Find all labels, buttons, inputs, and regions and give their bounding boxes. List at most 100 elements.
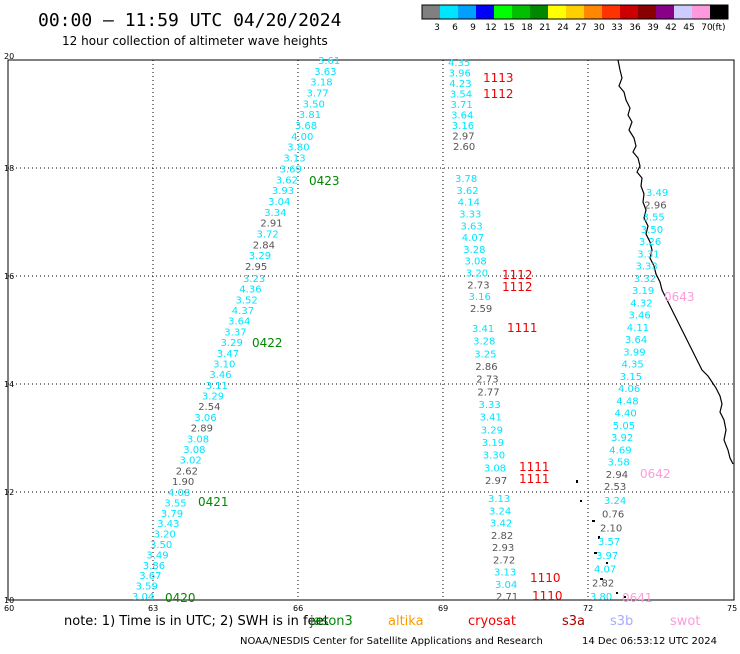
wave-height-value: 3.63 (461, 221, 483, 232)
wave-height-value: 4.69 (609, 445, 631, 456)
wave-height-value: 3.96 (449, 69, 471, 80)
legend-swatch (620, 5, 638, 19)
wave-height-value: 3.30 (483, 451, 505, 462)
wave-height-value: 2.91 (260, 219, 282, 230)
sat-altika: altika (388, 614, 424, 629)
track-label-0422: 0422 (252, 336, 283, 350)
wave-height-value: 2.96 (644, 200, 666, 211)
wave-height-value: 3.25 (474, 349, 496, 360)
track-0423-values: 3.613.633.183.773.503.813.684.003.803.13… (245, 56, 340, 273)
legend-label: 21 (539, 23, 550, 33)
wave-height-value: 3.19 (482, 438, 504, 449)
y-tick-18: 18 (4, 164, 14, 173)
wave-height-value: 3.23 (243, 274, 265, 285)
wave-height-value: 2.86 (475, 362, 497, 373)
wave-height-value: 2.82 (491, 531, 513, 542)
wave-height-value: 2.95 (245, 262, 267, 273)
wave-height-value: 3.86 (143, 561, 165, 572)
wave-height-value: 2.60 (453, 142, 475, 153)
wave-height-value: 4.48 (616, 396, 638, 407)
x-tick-63: 63 (148, 604, 158, 613)
wave-height-value: 3.24 (489, 506, 511, 517)
wave-height-value: 3.08 (465, 257, 487, 268)
legend-swatch (530, 5, 548, 19)
wave-height-value: 3.47 (217, 349, 239, 360)
wave-height-value: 3.15 (620, 372, 642, 383)
track-label-1111: 1111 (507, 321, 538, 335)
track-label-0643: 0643 (664, 290, 695, 304)
sat-jason3: jason3 (309, 614, 353, 629)
track-label-1112-top: 1112 (483, 87, 514, 101)
wave-height-value: 0.76 (602, 510, 624, 521)
wave-height-value: 3.08 (484, 463, 506, 474)
wave-height-value: 3.41 (472, 324, 494, 335)
wave-height-value: 3.69 (280, 164, 302, 175)
islands (576, 480, 626, 598)
legend-label: 42 (665, 23, 676, 33)
wave-height-value: 3.34 (264, 208, 286, 219)
wave-height-value: 2.97 (452, 132, 474, 143)
wave-height-value: 3.64 (228, 317, 250, 328)
track-0421-values: 4.083.553.793.433.203.503.493.863.673.59… (132, 488, 190, 603)
wave-height-value: 4.36 (239, 285, 261, 296)
wave-height-value: 3.62 (276, 175, 298, 186)
wave-height-value: 3.49 (146, 550, 168, 561)
legend-unit: (ft) (712, 23, 726, 33)
track-1111-values: 3.413.283.252.862.732.773.333.413.293.19… (472, 324, 507, 487)
legend-label: 33 (611, 23, 622, 33)
wave-height-value: 4.14 (458, 198, 480, 209)
y-tick-10: 10 (4, 596, 14, 605)
wave-height-value: 3.61 (318, 56, 340, 67)
x-tick-75: 75 (727, 604, 737, 613)
wave-height-value: 3.68 (295, 121, 317, 132)
wave-height-value: 2.59 (470, 304, 492, 315)
wave-height-value: 3.52 (236, 295, 258, 306)
track-label-1110: 1110 (530, 571, 561, 585)
wave-height-value: 3.33 (636, 262, 658, 273)
wave-height-value: 3.04 (132, 592, 154, 603)
wave-height-value: 2.10 (600, 523, 622, 534)
wave-height-value: 3.28 (473, 337, 495, 348)
sat-s3b: s3b (610, 614, 633, 629)
wave-height-value: 4.35 (448, 58, 470, 69)
wave-height-value: 3.19 (632, 286, 654, 297)
y-tick-20: 20 (4, 52, 14, 61)
wave-height-value: 3.02 (180, 456, 202, 467)
y-tick-14: 14 (4, 380, 14, 389)
legend-swatch (566, 5, 584, 19)
wave-height-value: 3.99 (623, 347, 645, 358)
legend-label: 45 (683, 23, 694, 33)
legend-swatch (494, 5, 512, 19)
legend-swatch (638, 5, 656, 19)
track-1113-values: 4.353.964.233.543.713.643.162.972.60 (448, 58, 475, 153)
track-label-1111-c: 1111 (519, 472, 550, 486)
wave-height-value: 3.20 (466, 269, 488, 280)
legend-label: 15 (503, 23, 514, 33)
legend-swatch (476, 5, 494, 19)
footer-timestamp: 14 Dec 06:53:12 UTC 2024 (582, 636, 717, 647)
wave-height-value: 4.11 (627, 323, 649, 334)
wave-height-value: 3.50 (641, 225, 663, 236)
legend-swatch (422, 5, 440, 19)
legend-swatch (710, 5, 728, 19)
plot-frame (7, 59, 735, 601)
wave-height-value: 3.64 (451, 111, 473, 122)
track-label-1112-low: 1112 (502, 280, 533, 294)
wave-height-value: 3.29 (249, 251, 271, 262)
wave-height-value: 3.04 (495, 580, 517, 591)
wave-height-value: 4.00 (291, 132, 313, 143)
wave-height-value: 3.72 (257, 230, 279, 241)
wave-height-value: 3.29 (202, 392, 224, 403)
wave-height-value: 3.04 (268, 197, 290, 208)
track-0642-values: 3.24 0.76 2.10 3.57 3.97 4.07 2.82 3.80 (590, 496, 626, 603)
legend-label: 6 (452, 23, 458, 33)
legend-swatch (512, 5, 530, 19)
wave-height-value: 4.07 (594, 565, 616, 576)
color-legend: 3 6 9 12 15 18 21 24 27 30 33 36 39 42 45 70 (421, 4, 729, 33)
wave-height-value: 1.90 (172, 477, 194, 488)
map-subtitle: 12 hour collection of altimeter wave hei… (62, 34, 328, 48)
wave-height-value: 2.54 (198, 402, 220, 413)
wave-height-value: 3.67 (139, 571, 161, 582)
y-tick-16: 16 (4, 272, 14, 281)
